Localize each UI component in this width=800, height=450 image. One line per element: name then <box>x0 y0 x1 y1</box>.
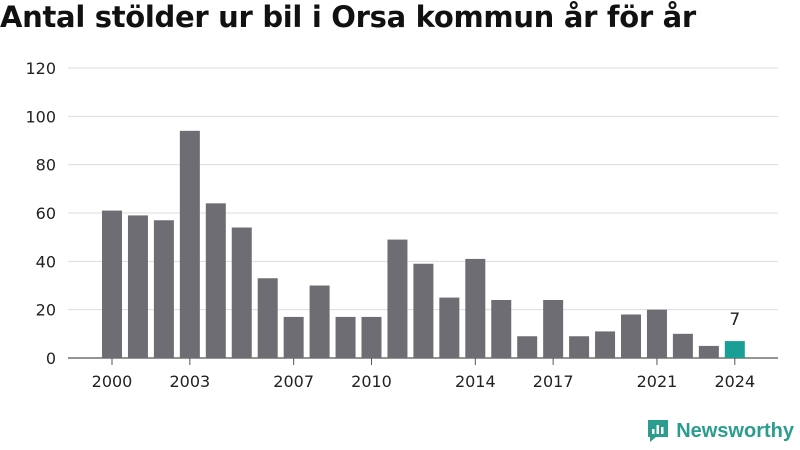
bar-2011 <box>387 239 408 358</box>
bar-2013 <box>439 297 460 358</box>
x-tick-label: 2010 <box>351 372 392 391</box>
y-tick-label: 120 <box>25 59 56 78</box>
bar-2008 <box>309 285 330 358</box>
data-label: 7 <box>729 310 740 330</box>
bar-2017 <box>543 300 564 358</box>
y-axis-ticks: 0 20 40 60 80 100 120 <box>25 59 56 368</box>
bar-2010 <box>361 316 382 358</box>
brand-name: Newsworthy <box>676 419 794 442</box>
x-tick-label: 2014 <box>455 372 496 391</box>
bar-2020 <box>621 314 641 358</box>
x-tick-label: 2017 <box>533 372 574 391</box>
x-tick-label: 2003 <box>169 372 210 391</box>
bar-2015 <box>491 300 512 358</box>
data-labels: 7 <box>729 310 740 330</box>
y-tick-label: 40 <box>36 252 56 271</box>
chart-title: Antal stölder ur bil i Orsa kommun år fö… <box>0 0 696 34</box>
x-tick-label: 2021 <box>637 372 678 391</box>
bar-2007 <box>283 316 304 358</box>
bar-2024 <box>724 341 745 358</box>
x-tick-label: 2024 <box>714 372 755 391</box>
bar-2001 <box>127 215 148 358</box>
bar-2016 <box>517 336 538 358</box>
bar-2009 <box>335 316 356 358</box>
bar-2003 <box>179 130 200 358</box>
bar-2019 <box>595 331 616 358</box>
x-tick-label: 2007 <box>273 372 314 391</box>
bar-2021 <box>646 309 667 358</box>
y-tick-label: 0 <box>46 349 56 368</box>
bar-2014 <box>465 258 486 358</box>
bar-2000 <box>102 210 122 358</box>
bars <box>102 130 745 358</box>
bar-2002 <box>153 220 174 358</box>
bar-2006 <box>257 278 278 358</box>
bar-2023 <box>698 345 719 358</box>
y-tick-label: 80 <box>36 156 56 175</box>
y-tick-label: 100 <box>25 107 56 126</box>
bar-2005 <box>231 227 252 358</box>
bar-2004 <box>205 203 226 358</box>
bar-2018 <box>569 336 590 358</box>
x-tick-label: 2000 <box>92 372 133 391</box>
newsworthy-brand: Newsworthy <box>646 418 794 444</box>
y-tick-label: 20 <box>36 301 56 320</box>
bar-2012 <box>413 263 434 358</box>
bar-2022 <box>672 333 693 358</box>
y-tick-label: 60 <box>36 204 56 223</box>
x-axis-ticks: 2000 2003 2007 2010 2014 2017 2021 2024 <box>92 358 755 391</box>
newsworthy-logo-icon <box>648 420 669 442</box>
